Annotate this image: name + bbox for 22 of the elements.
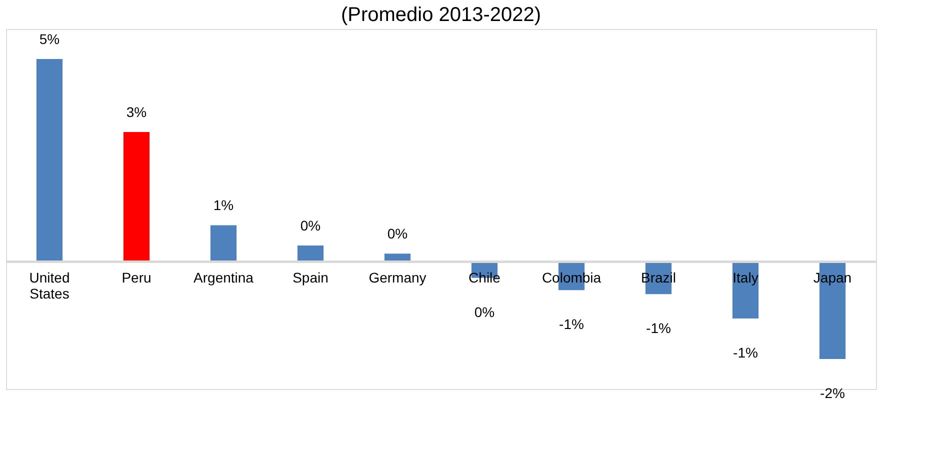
x-tick-label: Germany — [368, 270, 426, 286]
chart-title: (Promedio 2013-2022) — [340, 4, 542, 26]
data-label: 5% — [39, 31, 60, 47]
data-label: 0% — [474, 304, 495, 320]
data-label: 0% — [387, 226, 408, 242]
data-label: 0% — [300, 217, 321, 234]
data-label: -1% — [559, 316, 584, 332]
bar — [297, 245, 324, 262]
bar — [210, 225, 237, 262]
data-label: 1% — [213, 197, 234, 214]
data-label: -2% — [820, 385, 845, 401]
bar — [732, 262, 759, 318]
x-tick-label: Argentina — [194, 270, 254, 286]
x-tick-label: Peru — [122, 270, 152, 286]
bar — [36, 59, 63, 262]
data-label: -1% — [646, 320, 671, 336]
x-tick-label: United States — [29, 270, 70, 302]
bar — [123, 132, 150, 262]
data-label: 3% — [126, 104, 147, 120]
x-tick-label: Spain — [292, 270, 328, 286]
data-label: -1% — [733, 344, 758, 360]
x-tick-label: Italy — [732, 270, 758, 286]
